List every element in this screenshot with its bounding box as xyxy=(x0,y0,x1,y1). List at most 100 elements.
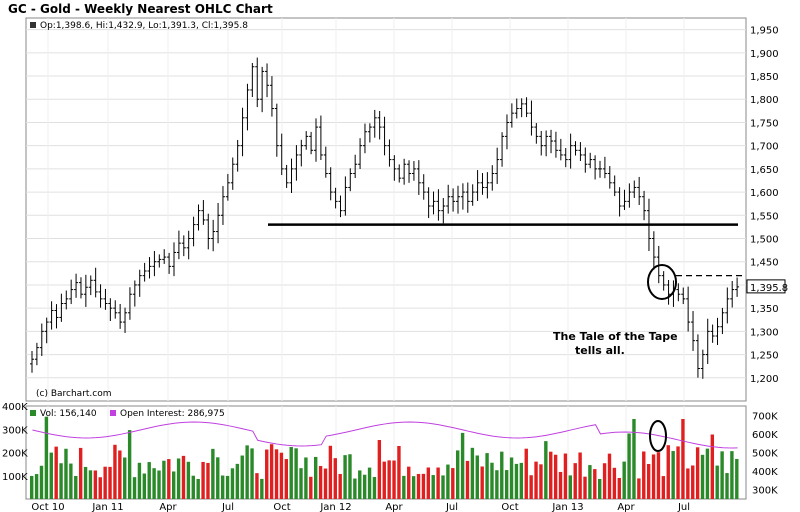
volume-bar xyxy=(186,461,191,499)
y-tick-label: 1,600 xyxy=(750,188,779,199)
ohlc-bar xyxy=(553,131,558,158)
volume-bar xyxy=(475,455,479,499)
ohlc-bar xyxy=(637,176,642,206)
volume-bar xyxy=(269,444,274,499)
x-tick-label: Apr xyxy=(385,502,403,512)
ohlc-bar xyxy=(700,349,705,379)
ohlc-bar xyxy=(558,138,563,161)
y-tick-label: 1,700 xyxy=(750,142,779,153)
volume-bar xyxy=(225,475,230,499)
ohlc-bar xyxy=(456,185,460,214)
ohlc-bar xyxy=(358,138,363,169)
x-tick-label: Oct xyxy=(273,502,290,512)
volume-bar xyxy=(446,464,450,499)
ohlc-bar xyxy=(294,145,299,181)
volume-bar xyxy=(162,460,166,499)
ohlc-bar xyxy=(514,98,519,119)
ohlc-bar xyxy=(465,182,470,213)
ohlc-bar xyxy=(98,284,103,308)
volume-bar xyxy=(730,451,734,499)
ohlc-bar xyxy=(127,287,132,320)
ohlc-bar xyxy=(44,317,49,344)
x-tick-label: Jan 11 xyxy=(91,502,123,512)
volume-bar xyxy=(431,475,435,499)
volume-bar xyxy=(563,453,568,499)
ohlc-bar xyxy=(475,170,480,201)
volume-bar xyxy=(372,477,377,499)
volume-bar xyxy=(367,467,372,499)
ohlc-bar xyxy=(500,132,505,167)
volume-bar xyxy=(323,468,328,499)
ohlc-bar xyxy=(176,230,181,260)
ohlc-bar xyxy=(632,180,637,198)
volume-bar xyxy=(201,461,205,499)
volume-bar xyxy=(725,473,729,499)
ohlc-bar xyxy=(191,216,196,247)
ohlc-bar xyxy=(735,277,740,297)
volume-bar xyxy=(250,448,254,499)
ohlc-bar xyxy=(260,66,265,113)
y-tick-label: 1,350 xyxy=(750,304,779,315)
ohlc-bar xyxy=(382,116,387,156)
ohlc-bar xyxy=(411,161,416,181)
ohlc-bar xyxy=(284,164,289,188)
volume-bar xyxy=(98,477,102,499)
ohlc-bar xyxy=(436,189,441,221)
ohlc-bar xyxy=(441,198,446,224)
volume-bar xyxy=(681,419,685,499)
x-tick-label: Jul xyxy=(677,502,690,512)
ohlc-bar xyxy=(137,269,142,297)
ohlc-bar xyxy=(245,83,250,131)
last-price-label: 1,395.8 xyxy=(750,283,788,294)
ohlc-bar xyxy=(240,107,245,157)
volume-bar xyxy=(465,460,470,499)
ohlc-bar xyxy=(142,262,147,282)
y-tick-label: 1,650 xyxy=(750,165,779,176)
ohlc-bar xyxy=(59,293,64,322)
volume-bar xyxy=(59,463,63,499)
volume-bar xyxy=(172,471,176,499)
volume-bar xyxy=(216,457,220,499)
ohlc-bar xyxy=(299,139,304,167)
ohlc-bar xyxy=(627,183,632,208)
volume-bar xyxy=(113,444,117,499)
volume-bar xyxy=(274,449,279,499)
volume-highlight-circle xyxy=(649,420,667,452)
ohlc-bar xyxy=(83,274,88,307)
ohlc-bar xyxy=(162,249,167,264)
volume-bar xyxy=(343,455,347,499)
ohlc-bar xyxy=(69,279,74,305)
last-price-box xyxy=(746,279,786,294)
volume-bar xyxy=(539,464,543,499)
volume-bar xyxy=(402,475,406,499)
y-tick-label: 1,450 xyxy=(750,258,779,269)
volume-bar xyxy=(157,470,161,499)
vol-left-tick: 200K xyxy=(2,449,28,460)
volume-bar xyxy=(49,452,53,499)
ohlc-bar xyxy=(216,202,221,244)
volume-bar xyxy=(93,470,98,499)
ohlc-bar xyxy=(392,155,397,181)
ohlc-bar xyxy=(451,188,456,212)
ohlc-bar xyxy=(602,156,607,179)
ohlc-bar xyxy=(539,130,544,156)
volume-bar xyxy=(656,452,661,499)
y-tick-label: 1,850 xyxy=(750,72,779,83)
ohlc-bar xyxy=(147,257,152,279)
ohlc-bar xyxy=(343,176,348,216)
volume-bar xyxy=(456,450,460,499)
volume-bar xyxy=(44,416,49,499)
ohlc-bar xyxy=(108,298,113,322)
volume-bar xyxy=(671,451,675,499)
ohlc-bar xyxy=(328,167,333,201)
ohlc-bar xyxy=(397,164,402,183)
volume-bar xyxy=(715,465,719,499)
ohlc-bar xyxy=(88,275,93,296)
x-tick-label: Oct xyxy=(501,502,518,512)
volume-bar xyxy=(407,466,411,499)
volume-bar xyxy=(353,478,357,499)
volume-bar xyxy=(142,473,147,499)
volume-bar xyxy=(622,461,626,499)
volume-bar xyxy=(460,432,465,499)
ohlc-bar xyxy=(265,63,270,98)
